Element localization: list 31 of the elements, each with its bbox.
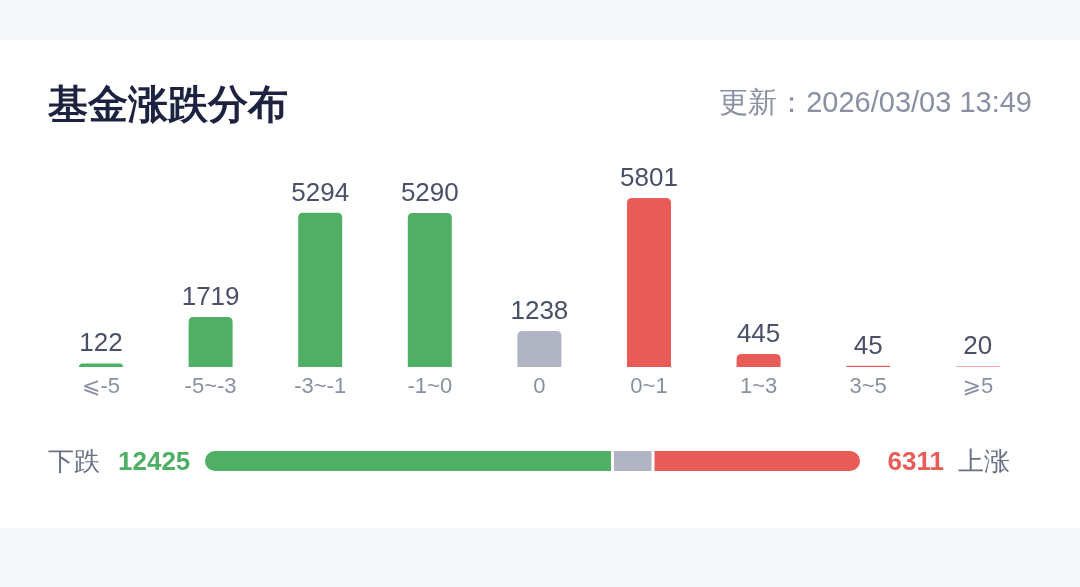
text: 下跌 [48, 446, 100, 476]
data-label: 45 [853, 329, 883, 360]
bar [298, 212, 343, 367]
x-tick-label: -3~-1 [294, 373, 347, 398]
x-tick-label: 3~5 [849, 373, 887, 398]
data-label: 5290 [400, 176, 459, 207]
bar [407, 212, 452, 367]
bar [517, 330, 562, 367]
x-tick-label: ⩾5 [962, 373, 994, 398]
bar [188, 316, 233, 367]
chart-title: 基金涨跌分布 [47, 82, 288, 126]
bar [79, 363, 123, 367]
x-tick-label: -5~-3 [184, 373, 237, 398]
data-label: 1719 [181, 280, 240, 311]
x-tick-label: 0 [533, 373, 546, 398]
data-label: 1238 [510, 294, 569, 325]
x-tick-label: ⩽-5 [82, 373, 120, 398]
data-label: 5294 [291, 176, 350, 207]
x-tick-label: -1~0 [407, 373, 453, 398]
data-label: 122 [79, 327, 123, 358]
data-label: 6311 [887, 446, 944, 476]
bar [736, 354, 781, 367]
data-label: 5801 [620, 162, 678, 192]
text: 上涨 [958, 446, 1010, 476]
data-label: 12425 [118, 446, 191, 476]
bar [627, 198, 671, 367]
data-label: 445 [736, 318, 781, 349]
x-tick-label: 0~1 [630, 373, 668, 398]
data-label: 20 [963, 330, 993, 361]
x-tick-label: 1~3 [739, 373, 778, 398]
text: 更新：2026/03/03 13:49 [719, 86, 1032, 118]
